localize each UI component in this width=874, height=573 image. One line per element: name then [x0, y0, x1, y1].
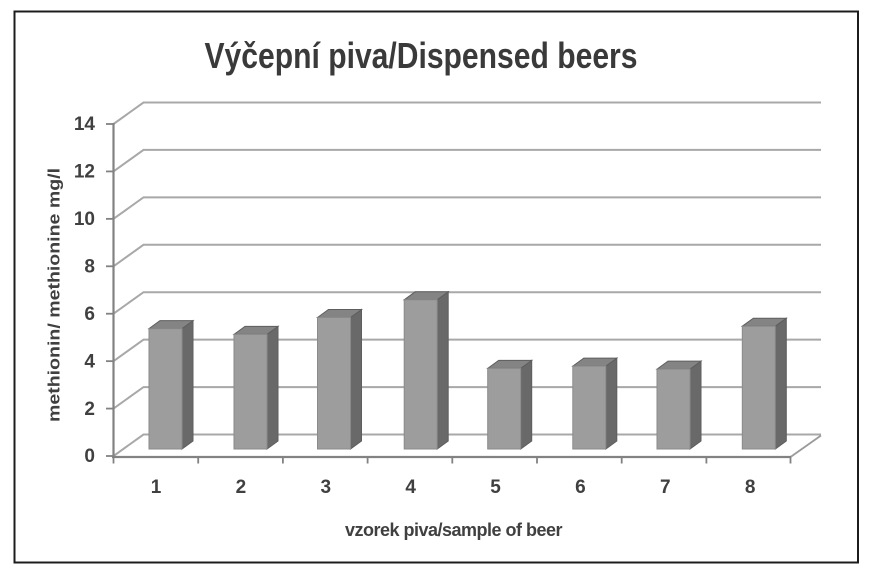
svg-text:3: 3	[321, 477, 332, 498]
svg-text:8: 8	[745, 477, 756, 498]
svg-text:Výčepní piva/Dispensed beers: Výčepní piva/Dispensed beers	[205, 35, 638, 76]
svg-text:methionin/ methionine mg/l: methionin/ methionine mg/l	[45, 168, 64, 422]
svg-text:4: 4	[84, 351, 95, 372]
svg-text:8: 8	[84, 257, 95, 278]
svg-text:0: 0	[84, 446, 95, 467]
svg-text:1: 1	[151, 477, 162, 498]
svg-text:14: 14	[74, 114, 96, 135]
svg-text:10: 10	[74, 209, 95, 230]
svg-text:2: 2	[236, 477, 247, 498]
svg-text:4: 4	[405, 477, 416, 498]
svg-text:6: 6	[84, 304, 95, 325]
svg-text:7: 7	[660, 477, 671, 498]
svg-text:5: 5	[490, 477, 501, 498]
svg-text:12: 12	[74, 162, 95, 183]
svg-text:vzorek piva/sample of beer: vzorek piva/sample of beer	[345, 520, 563, 540]
svg-text:2: 2	[84, 399, 95, 420]
svg-text:6: 6	[575, 477, 586, 498]
